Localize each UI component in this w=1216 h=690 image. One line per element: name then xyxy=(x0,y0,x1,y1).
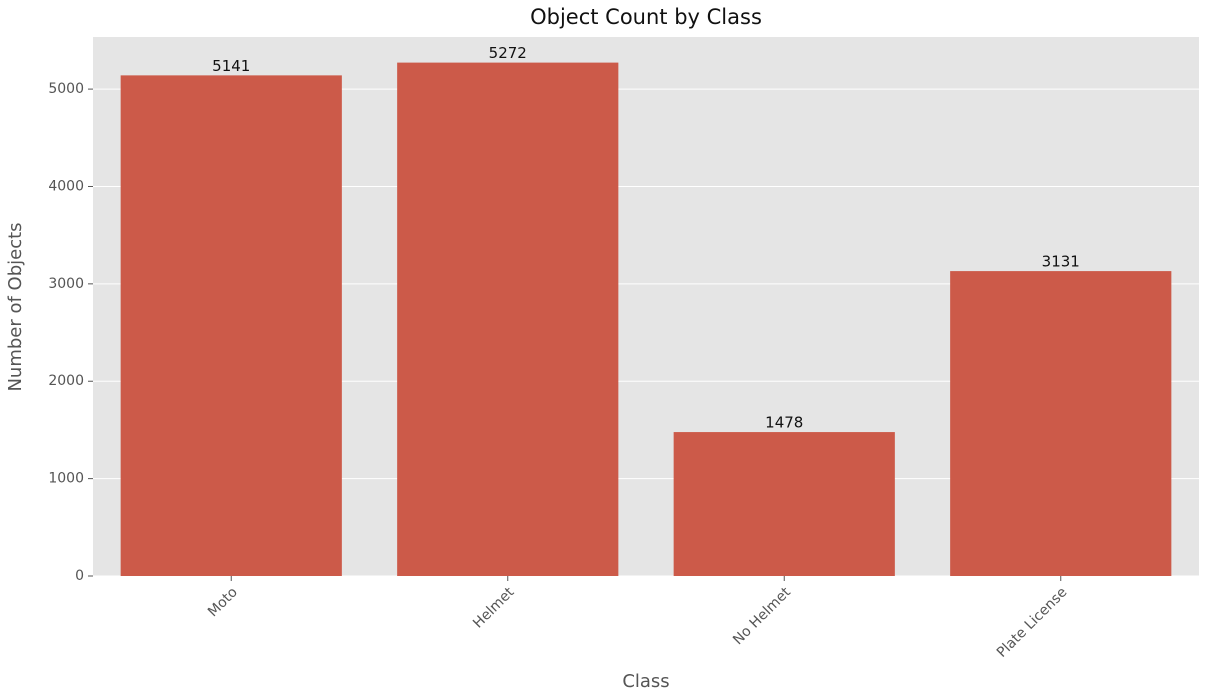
y-tick-label: 2000 xyxy=(48,373,84,389)
value-label: 5272 xyxy=(489,44,527,62)
value-label: 1478 xyxy=(765,414,803,432)
x-tick-label: Plate License xyxy=(994,584,1071,661)
y-tick-label: 4000 xyxy=(48,178,84,194)
value-label: 5141 xyxy=(212,57,250,75)
x-tick-label: Helmet xyxy=(470,584,518,632)
y-tick-label: 3000 xyxy=(48,276,84,292)
y-tick-label: 1000 xyxy=(48,471,84,487)
x-tick-label: No Helmet xyxy=(730,584,794,648)
y-tick-label: 0 xyxy=(75,568,84,584)
x-axis-label: Class xyxy=(622,671,669,690)
x-tick-label: Moto xyxy=(205,584,241,620)
chart-title: Object Count by Class xyxy=(530,5,762,29)
value-label: 3131 xyxy=(1042,253,1080,271)
y-axis-label: Number of Objects xyxy=(5,222,26,391)
bar xyxy=(120,75,342,576)
bar xyxy=(673,432,895,576)
bar xyxy=(950,271,1172,576)
y-tick-label: 5000 xyxy=(48,81,84,97)
bar xyxy=(397,62,619,576)
